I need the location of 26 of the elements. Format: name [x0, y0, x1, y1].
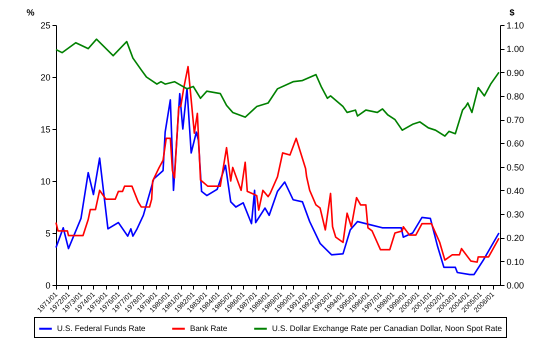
y2-tick-label: 0.60	[506, 138, 524, 149]
y-tick-label: 0	[45, 280, 50, 290]
line-series	[55, 88, 500, 276]
legend-label: U.S. Dollar Exchange Rate per Canadian Dollar, Noon Spot Rate	[272, 324, 502, 333]
legend-label: U.S. Federal Funds Rate	[57, 324, 146, 333]
y-tick-label: 25	[40, 20, 50, 30]
line-series	[55, 38, 500, 137]
y2-tick-label: 0.90	[506, 68, 524, 78]
y2-tick-label: 1.00	[506, 44, 524, 54]
y2-tick-label: 0.30	[506, 210, 524, 220]
legend-label: Bank Rate	[190, 324, 228, 333]
y-tick-label: 15	[40, 124, 50, 134]
y2-tick-label: 0.20	[506, 233, 524, 244]
y2-tick-label: 0.00	[506, 280, 524, 290]
y-axis-title: %	[26, 8, 34, 18]
y2-tick-label: 0.80	[506, 91, 524, 102]
y2-tick-label: 1.10	[506, 20, 524, 30]
y-tick-label: 20	[40, 72, 50, 82]
y2-tick-label: 0.10	[506, 256, 524, 267]
y2-tick-label: 0.40	[506, 186, 524, 196]
y2-axis-title: $	[509, 8, 514, 18]
y-tick-label: 5	[45, 228, 50, 238]
y2-tick-label: 0.70	[506, 115, 524, 126]
y2-tick-label: 0.50	[506, 162, 524, 172]
line-series	[55, 66, 500, 263]
y-tick-label: 10	[40, 176, 50, 186]
